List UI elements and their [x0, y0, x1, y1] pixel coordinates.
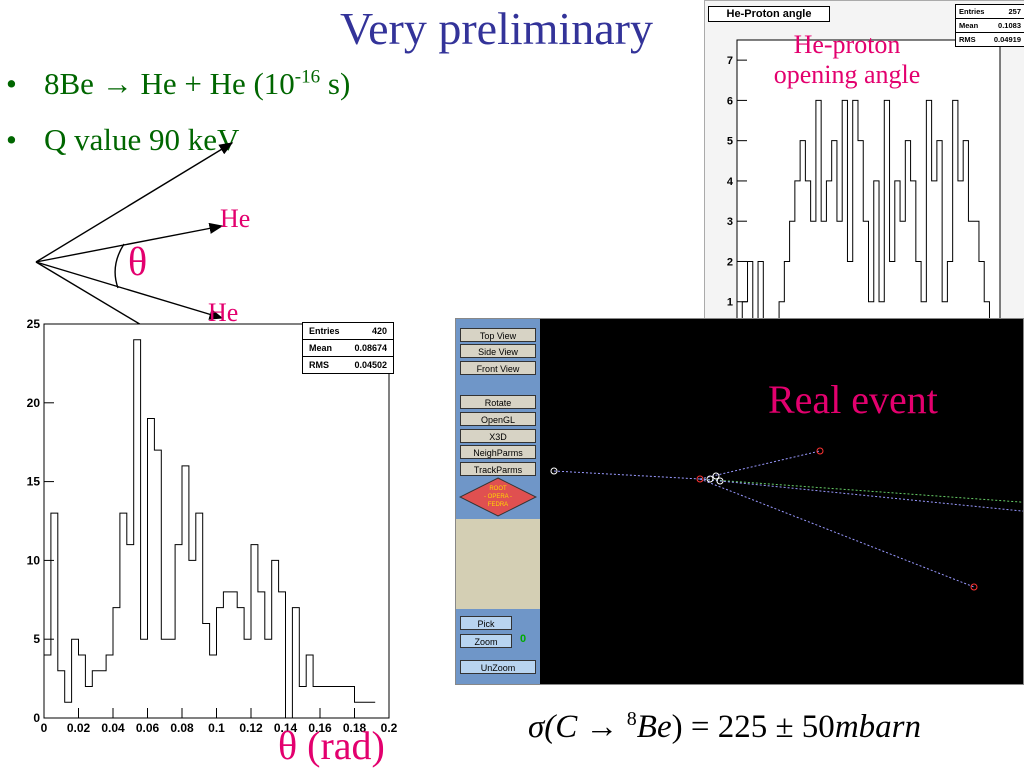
x3d-button[interactable]: X3D: [460, 429, 536, 443]
vertex-c: [716, 477, 724, 485]
x-tick-label: 0.04: [101, 721, 125, 735]
y-tick-label: 2: [727, 256, 733, 268]
x-tick-label: 0.2: [381, 721, 398, 735]
zoom-value: 0: [519, 633, 527, 645]
neighparms-button[interactable]: NeighParms: [460, 445, 536, 459]
root-opera-fedra-logo: ROOT - OPERA - FEDRA: [459, 477, 537, 517]
inset-stats-box: Entries 257 Mean 0.1083 RMS 0.04919: [955, 4, 1024, 47]
x-tick-label: 0.18: [343, 721, 367, 735]
event-viewer: Top View Side View Front View Rotate Ope…: [455, 318, 1024, 685]
pick-button[interactable]: Pick: [460, 616, 512, 630]
angle-arc: [114, 243, 125, 289]
y-tick-label: 3: [727, 216, 733, 228]
bullet-qvalue: • Q value 90 keV: [6, 122, 240, 157]
trackparms-button[interactable]: TrackParms: [460, 462, 536, 476]
vertex-a: [706, 475, 714, 483]
main-histogram: 0 5 10 15 20 25 0 0.02 0.04 0.06 0.08 0.1 0.12 0.14 0.…: [27, 317, 398, 735]
unzoom-button[interactable]: UnZoom: [460, 660, 536, 674]
opengl-button[interactable]: OpenGL: [460, 412, 536, 426]
y-tick-label: 7: [727, 55, 733, 67]
he-label-bottom: He: [208, 298, 239, 327]
side-view-button[interactable]: Side View: [460, 344, 536, 358]
y-tick-label: 0: [33, 711, 40, 725]
x-tick-label: 0.12: [239, 721, 263, 735]
vertex-b: [712, 472, 720, 480]
bullet-dot: •: [6, 66, 17, 101]
x-tick-label: 0.02: [67, 721, 91, 735]
arrow-icon: →: [101, 66, 133, 101]
endpoint-1: [816, 447, 824, 455]
y-tick-label: 4: [727, 176, 734, 188]
x-tick-label: 0.16: [308, 721, 332, 735]
x-tick-label: 0.06: [136, 721, 160, 735]
hist-outline: [737, 99, 1000, 343]
cross-section-formula: σ(C → 8Be) = 225 ± 50mbarn: [528, 708, 921, 745]
endpoint-4: [970, 583, 978, 591]
y-tick-label: 20: [27, 396, 41, 410]
he-label-top: He: [220, 204, 251, 233]
track-2: [699, 478, 1023, 503]
top-view-button[interactable]: Top View: [460, 328, 536, 342]
y-tick-label: 1: [727, 297, 733, 309]
x-tick-label: 0.14: [274, 721, 298, 735]
x-tick-label: 0: [41, 721, 48, 735]
x-tick-label: 0.1: [208, 721, 225, 735]
event-display[interactable]: [540, 319, 1023, 684]
svg-text:- OPERA -: - OPERA -: [484, 494, 512, 500]
y-tick-label: 10: [27, 553, 41, 567]
x-tick-label: 0.08: [170, 721, 194, 735]
y-tick-label: 25: [27, 317, 41, 331]
viewer-sidebar: Top View Side View Front View Rotate Ope…: [456, 319, 540, 684]
bullet-dot: •: [6, 122, 17, 157]
y-tick-label: 5: [33, 632, 40, 646]
front-view-button[interactable]: Front View: [460, 361, 536, 375]
vertex-primary: [696, 475, 704, 483]
svg-text:FEDRA: FEDRA: [488, 502, 508, 508]
axis-title-theta: θ (rad): [278, 723, 385, 768]
plot-frame: [43, 323, 390, 719]
svg-text:ROOT: ROOT: [489, 486, 507, 492]
rotate-button[interactable]: Rotate: [460, 395, 536, 409]
inset-title-box: He-Proton angle: [708, 6, 830, 22]
track-4: [699, 478, 975, 588]
track-1: [699, 450, 821, 480]
track-line-upper: [35, 142, 234, 263]
track-incoming: [553, 470, 701, 480]
vertex-start: [550, 467, 558, 475]
track-3: [699, 478, 1023, 512]
inset-annotation: He-proton opening angle: [773, 30, 921, 89]
y-tick-label: 15: [27, 475, 41, 489]
y-tick-label: 5: [727, 136, 733, 148]
real-event-label: Real event: [768, 377, 938, 422]
track-line-he-top: [35, 222, 224, 263]
y-tick-label: 6: [727, 95, 733, 107]
theta-label: θ: [128, 239, 148, 284]
track-line-he-bottom: [35, 261, 224, 320]
zoom-button[interactable]: Zoom: [460, 634, 512, 648]
hist-outline: [43, 339, 376, 719]
main-stats-box: Entries 420 Mean 0.08674 RMS 0.04502: [302, 322, 394, 374]
slide-title: Very preliminary: [340, 3, 653, 54]
bullet-decay: • 8Be → He + He (10-16 s): [6, 66, 351, 101]
